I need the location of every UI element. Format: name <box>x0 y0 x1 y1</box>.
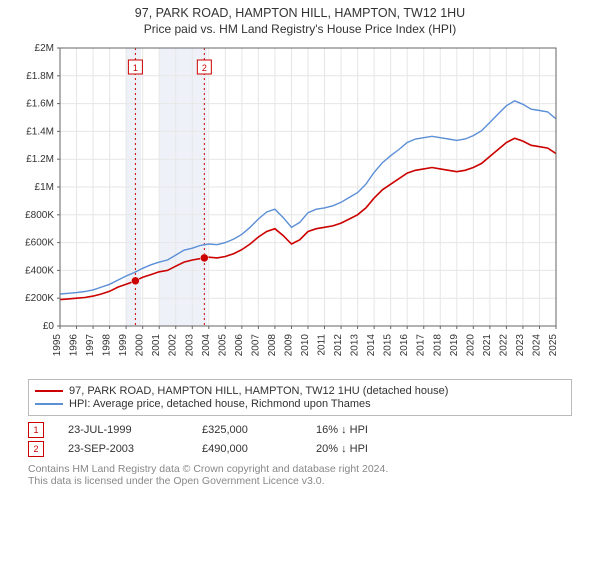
svg-text:2008: 2008 <box>267 334 278 357</box>
legend: 97, PARK ROAD, HAMPTON HILL, HAMPTON, TW… <box>28 379 572 416</box>
svg-text:2004: 2004 <box>201 334 212 357</box>
transaction-marker: 2 <box>28 441 44 457</box>
svg-text:1997: 1997 <box>85 334 96 357</box>
svg-text:£1.6M: £1.6M <box>26 99 54 110</box>
transaction-row: 1 23-JUL-1999 £325,000 16% ↓ HPI <box>28 422 572 438</box>
svg-text:£1M: £1M <box>35 182 54 193</box>
svg-text:2010: 2010 <box>300 334 311 357</box>
svg-text:2019: 2019 <box>449 334 460 357</box>
svg-text:2000: 2000 <box>135 334 146 357</box>
transaction-row: 2 23-SEP-2003 £490,000 20% ↓ HPI <box>28 441 572 457</box>
svg-text:2022: 2022 <box>498 334 509 357</box>
svg-text:2005: 2005 <box>217 334 228 357</box>
svg-text:1999: 1999 <box>118 334 129 357</box>
svg-text:£600K: £600K <box>25 238 54 249</box>
legend-row: HPI: Average price, detached house, Rich… <box>35 398 565 410</box>
svg-text:2025: 2025 <box>548 334 559 357</box>
page-subtitle: Price paid vs. HM Land Registry's House … <box>0 22 600 36</box>
svg-text:2018: 2018 <box>432 334 443 357</box>
legend-label: HPI: Average price, detached house, Rich… <box>69 398 371 410</box>
price-chart: £0 £200K £400K £600K £800K £1M £1.2M £1.4M £1.6M… <box>8 40 568 370</box>
transaction-marker: 1 <box>28 422 44 438</box>
svg-text:2016: 2016 <box>399 334 410 357</box>
svg-text:2023: 2023 <box>515 334 526 357</box>
svg-text:2012: 2012 <box>333 334 344 357</box>
svg-text:2: 2 <box>202 63 207 73</box>
transactions-table: 1 23-JUL-1999 £325,000 16% ↓ HPI 2 23-SEP-200… <box>28 422 572 457</box>
transaction-price: £490,000 <box>202 443 292 455</box>
svg-text:2013: 2013 <box>350 334 361 357</box>
svg-text:2017: 2017 <box>416 334 427 357</box>
svg-text:2003: 2003 <box>184 334 195 357</box>
transaction-date: 23-SEP-2003 <box>68 443 178 455</box>
svg-text:£200K: £200K <box>25 293 54 304</box>
svg-text:2002: 2002 <box>168 334 179 357</box>
legend-swatch <box>35 390 63 392</box>
legend-swatch <box>35 403 63 405</box>
footer-line-1: Contains HM Land Registry data © Crown c… <box>28 463 572 475</box>
svg-text:2011: 2011 <box>317 334 328 356</box>
transaction-date: 23-JUL-1999 <box>68 424 178 436</box>
svg-text:£1.4M: £1.4M <box>26 126 54 137</box>
transaction-delta: 20% ↓ HPI <box>316 443 406 455</box>
legend-row: 97, PARK ROAD, HAMPTON HILL, HAMPTON, TW… <box>35 385 565 397</box>
page-title: 97, PARK ROAD, HAMPTON HILL, HAMPTON, TW… <box>0 6 600 20</box>
svg-text:1995: 1995 <box>52 334 63 357</box>
transaction-price: £325,000 <box>202 424 292 436</box>
svg-text:£1.8M: £1.8M <box>26 71 54 82</box>
svg-text:2021: 2021 <box>482 334 493 357</box>
footer-line-2: This data is licensed under the Open Gov… <box>28 475 572 487</box>
svg-text:1996: 1996 <box>69 334 80 357</box>
legend-label: 97, PARK ROAD, HAMPTON HILL, HAMPTON, TW… <box>69 385 448 397</box>
svg-text:£1.2M: £1.2M <box>26 154 54 165</box>
svg-text:2015: 2015 <box>383 334 394 357</box>
svg-text:£0: £0 <box>43 321 55 332</box>
svg-text:1: 1 <box>133 63 138 73</box>
svg-text:2009: 2009 <box>283 334 294 357</box>
svg-text:2024: 2024 <box>531 334 542 357</box>
svg-text:£2M: £2M <box>35 43 54 54</box>
svg-text:2006: 2006 <box>234 334 245 357</box>
transaction-delta: 16% ↓ HPI <box>316 424 406 436</box>
svg-text:2001: 2001 <box>151 334 162 357</box>
svg-text:2020: 2020 <box>465 334 476 357</box>
footer-attribution: Contains HM Land Registry data © Crown c… <box>28 463 572 487</box>
svg-text:£800K: £800K <box>25 210 54 221</box>
chart-area: £0 £200K £400K £600K £800K £1M £1.2M £1.4M £1.6M… <box>8 40 590 373</box>
svg-text:2007: 2007 <box>250 334 261 357</box>
svg-text:1998: 1998 <box>102 334 113 357</box>
svg-text:2014: 2014 <box>366 334 377 357</box>
svg-text:£400K: £400K <box>25 265 54 276</box>
